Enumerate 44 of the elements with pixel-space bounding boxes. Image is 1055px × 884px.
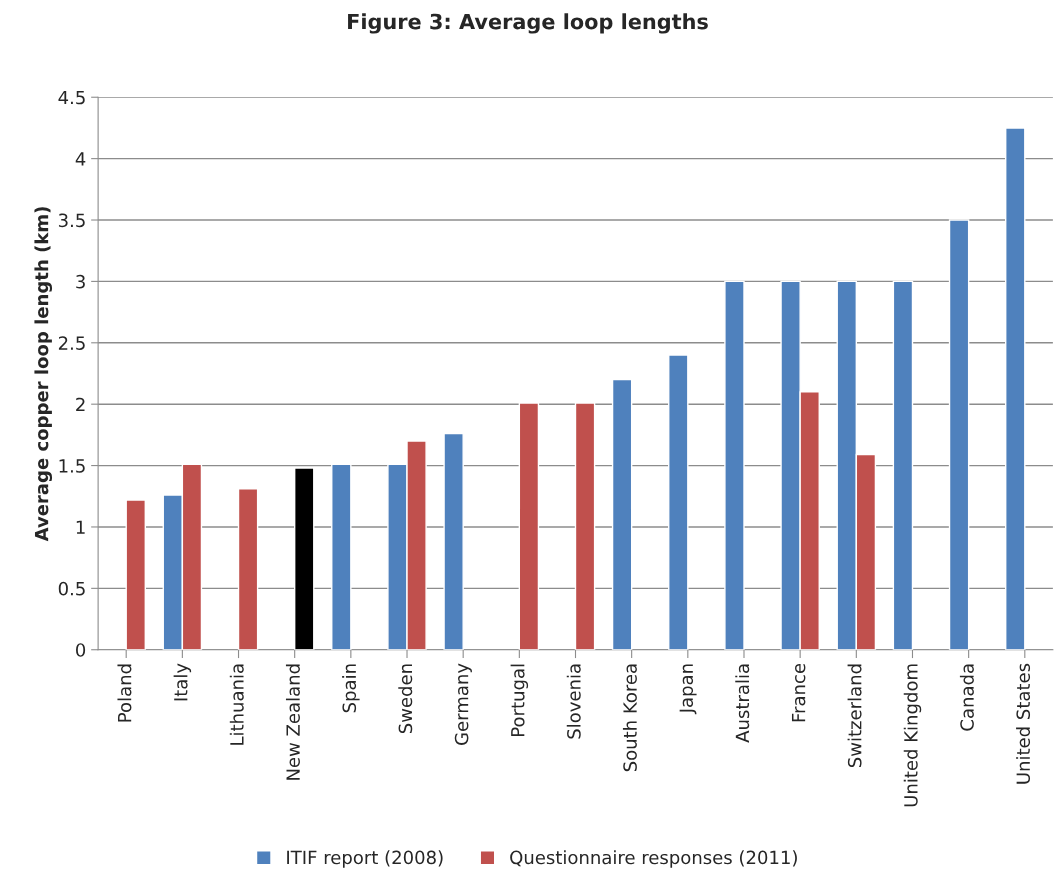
y-tick-label: 4 <box>75 152 86 166</box>
y-axis-title: Average copper loop length (km) <box>34 207 53 542</box>
bar <box>724 280 745 650</box>
bar <box>1005 127 1026 650</box>
bar <box>892 280 914 650</box>
x-tick-label: Italy <box>173 663 192 701</box>
x-tick-label: United States <box>1016 663 1031 784</box>
y-tick-label: 4.5 <box>58 90 85 105</box>
chart-title: Figure 3: Average loop lengths <box>348 13 708 34</box>
bar <box>611 378 633 650</box>
bar <box>948 219 970 650</box>
x-tick-label: Switzerland <box>847 664 862 768</box>
bar <box>237 488 259 650</box>
x-tick-label: South Korea <box>622 664 637 772</box>
y-tick-label: 0.5 <box>58 581 85 596</box>
bar <box>574 402 596 650</box>
x-tick-label: France <box>791 663 806 722</box>
legend-label: Questionnaire responses (2011) <box>510 850 797 868</box>
x-tick-label: New Zealand <box>285 664 300 780</box>
x-tick-label: Lithuania <box>229 664 244 745</box>
x-tick-label: Germany <box>454 663 472 745</box>
x-tick-label: United Kingdom <box>903 664 922 807</box>
y-tick-label: 3.5 <box>58 213 85 228</box>
y-tick-label: 0 <box>76 643 86 657</box>
bar <box>443 432 464 650</box>
x-tick-label: Sweden <box>398 664 413 734</box>
x-tick-label: Portugal <box>510 664 529 736</box>
bar <box>668 354 689 650</box>
x-tick-label: Australia <box>735 664 750 743</box>
y-tick-label: 1 <box>76 520 85 534</box>
legend-label: ITIF report (2008) <box>287 850 443 868</box>
x-tick-label: Poland <box>117 664 132 722</box>
y-tick-label: 2.5 <box>58 336 85 350</box>
bar <box>125 499 146 650</box>
bar <box>518 402 540 650</box>
x-tick-label: Japan <box>679 664 697 715</box>
x-tick-label: Slovenia <box>566 664 581 739</box>
y-tick-label: 2 <box>76 397 85 412</box>
y-tick-label: 1.5 <box>59 459 85 473</box>
x-tick-label: Spain <box>342 664 360 713</box>
x-tick-label: Canada <box>959 664 974 731</box>
bar <box>293 467 315 650</box>
bar <box>331 463 352 650</box>
y-tick-label: 3 <box>76 274 85 289</box>
